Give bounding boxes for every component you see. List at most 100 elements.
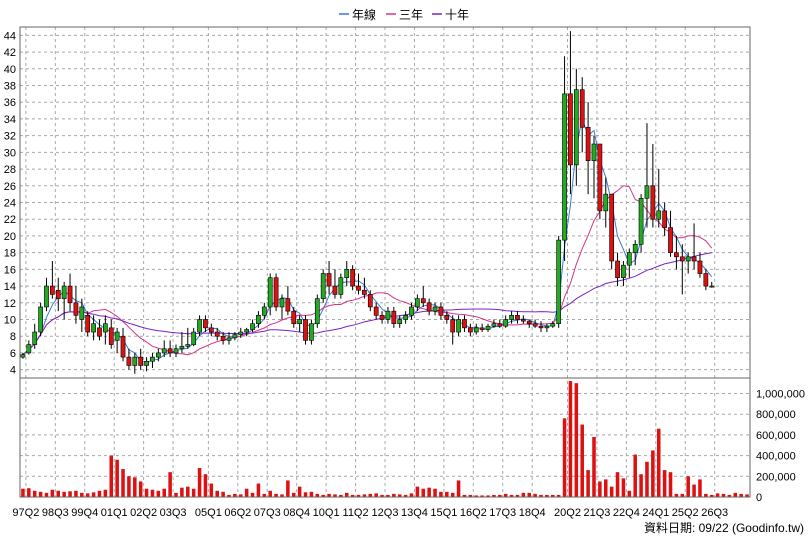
candle-body (320, 273, 326, 299)
candle-body (97, 327, 102, 337)
volume-bar (515, 494, 520, 497)
candle (609, 193, 615, 270)
candle-body (32, 331, 38, 345)
price-tick-label: 22 (4, 214, 16, 226)
volume-bar (274, 493, 278, 497)
moving-average-lines (22, 117, 713, 363)
candle-body (591, 143, 597, 162)
x-tick-label: 97Q2 (12, 507, 39, 519)
volume-bar (186, 486, 190, 497)
candle-body (220, 335, 226, 341)
candle (603, 177, 609, 228)
plot-border (19, 26, 751, 498)
candle-body (515, 315, 520, 320)
volume-bar (598, 481, 602, 497)
candle (350, 265, 355, 291)
volume-tick-label: 200,000 (756, 471, 796, 483)
candle-body (703, 273, 709, 287)
candle-body (267, 277, 273, 308)
candle-body (20, 354, 26, 358)
volume-bar (115, 459, 119, 497)
candle-body (155, 352, 161, 358)
candle-body (397, 319, 403, 324)
candle (344, 261, 350, 287)
volume-bar (91, 492, 96, 497)
volume-bar (109, 455, 114, 497)
candle (185, 327, 191, 349)
volume-bar (745, 494, 749, 497)
candle (515, 311, 520, 324)
volume-bar (462, 494, 467, 497)
candle-body (685, 256, 691, 262)
volume-bar (221, 491, 225, 497)
candle-body (91, 323, 96, 333)
candle-body (350, 269, 355, 287)
price-tick-label: 20 (4, 231, 16, 243)
candle-body (108, 327, 114, 345)
volume-bar (174, 492, 178, 497)
candle-body (538, 325, 544, 329)
candle-body (497, 323, 503, 327)
candle-body (568, 93, 573, 166)
price-tick-label: 18 (4, 248, 16, 260)
price-tick-label: 4 (10, 365, 16, 377)
volume-bar (21, 488, 25, 497)
x-tick-label: 17Q3 (489, 507, 516, 519)
candle (626, 248, 632, 278)
candle-body (261, 306, 267, 316)
candle (173, 344, 179, 358)
candle (485, 323, 491, 333)
candle (656, 169, 662, 228)
volume-bar (645, 461, 649, 497)
candle (238, 327, 244, 338)
price-tick-label: 32 (4, 131, 16, 143)
candle-body (73, 302, 79, 316)
candle (332, 269, 338, 299)
volume-bar (244, 488, 249, 497)
candle-body (509, 315, 514, 320)
volume-bar (686, 476, 690, 497)
candle (114, 327, 120, 353)
x-tick-label: 12Q3 (372, 507, 399, 519)
volume-bar (291, 492, 296, 497)
candle (50, 261, 55, 299)
volume-bar (321, 494, 325, 497)
candle-body (526, 320, 532, 324)
price-tick-label: 16 (4, 264, 16, 276)
candle (432, 302, 438, 316)
candle (279, 294, 285, 320)
candle-body (214, 331, 220, 337)
candle-body (303, 319, 308, 341)
price-tick-label: 14 (4, 281, 16, 293)
candle-body (197, 319, 202, 333)
candle-body (597, 143, 603, 212)
x-tick-label: 22Q4 (613, 507, 640, 519)
volume-bar (704, 493, 708, 497)
volume-bar (615, 472, 620, 497)
price-tick-label: 6 (10, 348, 16, 360)
volume-bar (551, 494, 555, 497)
x-tick-label: 03Q3 (160, 507, 187, 519)
candle-body (426, 302, 432, 312)
candle (191, 327, 197, 347)
candle-body (285, 298, 291, 312)
candle-body (67, 285, 73, 304)
candle-body (38, 306, 43, 333)
candle (438, 302, 444, 320)
grid (20, 27, 750, 498)
volume-bar (309, 491, 314, 497)
candle-body (632, 243, 638, 253)
volume-bar (156, 490, 161, 497)
volume-bar (327, 493, 331, 497)
candle-body (532, 323, 538, 327)
x-tick-label: 24Q1 (642, 507, 669, 519)
volume-bar (74, 490, 78, 497)
volume-bar (721, 493, 726, 497)
candle (415, 294, 420, 312)
candle-body (367, 294, 373, 308)
candle-body (638, 198, 644, 245)
candle-body (50, 285, 55, 295)
candle (638, 194, 644, 253)
volume-bar (297, 486, 302, 497)
candle (679, 244, 685, 295)
